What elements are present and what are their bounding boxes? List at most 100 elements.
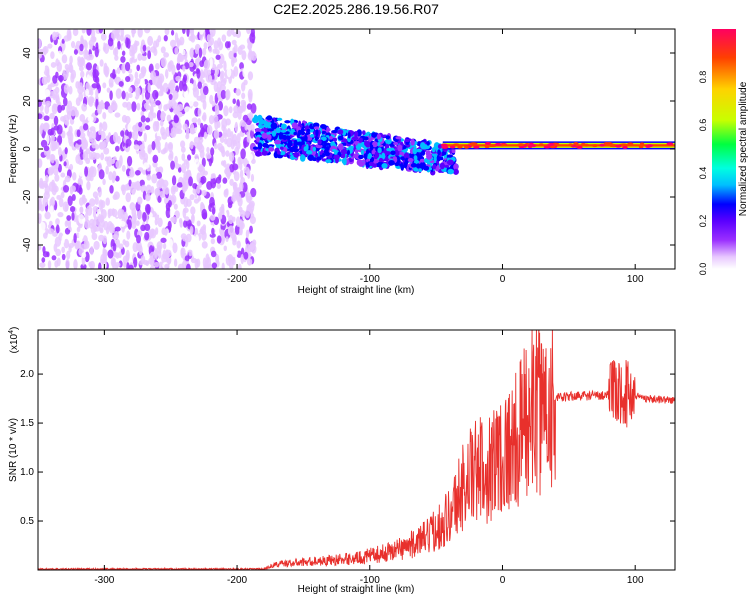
carrier-cell [576, 145, 583, 149]
spectrogram-noise-cell [115, 29, 121, 36]
spectrogram-noise-cell [202, 85, 209, 96]
spectrogram-noise-cell [49, 236, 55, 243]
spectrogram-noise-cell [101, 121, 108, 132]
spectrogram-noise-cell [192, 101, 199, 107]
spectrogram-noise-cell [53, 115, 59, 126]
spectrogram-noise-cell [111, 258, 116, 269]
spectrogram-noise-cell [250, 103, 257, 114]
spectrogram-noise-cell [219, 136, 225, 144]
spectrogram-noise-cell [192, 246, 197, 258]
spectrogram-noise-cell [73, 232, 77, 244]
spectrogram-wedge-cell [275, 127, 281, 134]
colorbar: 0.0 0.2 0.4 0.6 0.8 Normalized spectral ampl… [698, 29, 749, 275]
spectrogram-noise-cell [176, 182, 184, 188]
spectrogram-noise-cell [249, 208, 254, 215]
spectrogram-noise-cell [79, 114, 86, 122]
carrier-cell [543, 145, 551, 149]
spectrogram-noise-cell [162, 179, 169, 188]
spectrogram-noise-cell [153, 48, 158, 57]
spectrogram-noise-cell [125, 252, 130, 262]
spectrogram-noise-cell [211, 206, 216, 215]
spectrogram-noise-cell [237, 263, 242, 269]
spectrogram-noise-cell [41, 183, 45, 190]
spectrogram-noise-cell [215, 48, 220, 55]
spectrogram-noise-cell [78, 169, 85, 177]
spectrogram-wedge-cell [397, 144, 403, 152]
carrier-cell [583, 143, 590, 147]
spectrogram-wedge-cell [419, 158, 426, 163]
spectrogram-noise-cell [66, 250, 71, 260]
spectrogram-noise-cell [215, 176, 222, 184]
spectrogram-noise-cell [230, 29, 235, 36]
spectrogram-noise-cell [152, 154, 159, 164]
spectrogram-noise-cell [132, 124, 138, 132]
spectrogram-noise-cell [41, 76, 48, 85]
spectrogram-wedge-cell [258, 118, 265, 125]
carrier-cell [638, 145, 644, 149]
spectrogram-wedge-cell [426, 141, 430, 146]
x-tick-label: -300 [94, 575, 114, 586]
spectrogram-noise-cell [182, 183, 187, 194]
spectrogram-noise-cell [108, 77, 114, 86]
spectrogram-wedge-cell [316, 156, 322, 161]
spectrogram-noise-cell [168, 93, 173, 101]
spectrogram-noise-cell [157, 35, 162, 43]
spectrogram-noise-cell [209, 214, 216, 221]
spectrogram-noise-cell [243, 79, 248, 86]
spectrogram-noise-cell [38, 99, 42, 107]
spectrogram-noise-cell [190, 206, 196, 215]
spectrogram-noise-cell [132, 242, 139, 253]
spectrogram-noise-cell [47, 260, 52, 269]
spectrogram-noise-cell [128, 264, 134, 269]
spectrogram-noise-cell [86, 29, 92, 36]
spectrogram-noise-cell [247, 71, 254, 81]
spectrogram-noise-cell [160, 149, 167, 155]
spectrogram-wedge-cell [404, 138, 410, 143]
spectrogram-noise-cell [100, 152, 105, 161]
spectrogram-noise-cell [65, 69, 69, 78]
spectrogram-wedge-cell [262, 120, 267, 125]
spectrogram-noise-cell [233, 43, 238, 54]
spectrogram-noise-cell [167, 143, 173, 153]
spectrogram-wedge-cell [341, 158, 347, 165]
spectrogram-wedge-cell [313, 126, 320, 130]
spectrogram-noise-cell [188, 97, 194, 107]
spectrogram-noise-cell [239, 169, 244, 180]
spectrogram-noise-cell [203, 131, 208, 140]
spectrogram-noise-cell [199, 149, 205, 159]
spectrogram-wedge-cell [381, 152, 386, 160]
spectrogram-noise-cell [38, 158, 43, 169]
spectrogram-noise-cell [157, 195, 162, 203]
spectrogram-noise-cell [140, 66, 147, 75]
spectrogram-noise-cell [145, 117, 151, 123]
spectrogram-wedge-cell [329, 135, 333, 140]
spectrogram-noise-cell [108, 208, 114, 217]
spectrogram-noise-cell [178, 80, 184, 92]
carrier-cell [639, 142, 645, 146]
y-tick-label: 2.0 [20, 369, 34, 380]
spectrogram-noise-cell [164, 141, 169, 153]
spectrogram-noise-cell [189, 194, 195, 201]
spectrogram-noise-cell [247, 168, 251, 180]
spectrogram-noise-cell [219, 146, 225, 153]
spectrogram-noise-cell [222, 160, 227, 168]
spectrogram-wedge-cell [407, 158, 414, 163]
spectrogram-wedge-cell [351, 136, 359, 141]
spectrogram-wedge-cell [252, 117, 259, 122]
spectrogram-noise-cell [38, 244, 42, 251]
spectrogram-noise-cell [55, 224, 60, 234]
spectrogram-noise-cell [140, 255, 146, 265]
spectrogram-x-axis: -300 -200 -100 0 100 [94, 29, 644, 285]
spectrogram-noise-cell [155, 62, 160, 70]
spectrogram-noise-cell [124, 115, 131, 124]
spectrogram-noise-cell [212, 114, 219, 124]
spectrogram-noise-cell [38, 113, 43, 120]
spectrogram-noise-cell [73, 49, 78, 55]
spectrogram-noise-cell [174, 47, 179, 55]
spectrogram-noise-cell [69, 205, 76, 213]
y-tick-label: 40 [22, 47, 33, 59]
spectrogram-wedge-cell [266, 115, 273, 121]
spectrogram-noise-cell [153, 75, 161, 87]
spectrogram-noise-cell [189, 140, 194, 150]
spectrogram-noise-cell [144, 231, 150, 241]
